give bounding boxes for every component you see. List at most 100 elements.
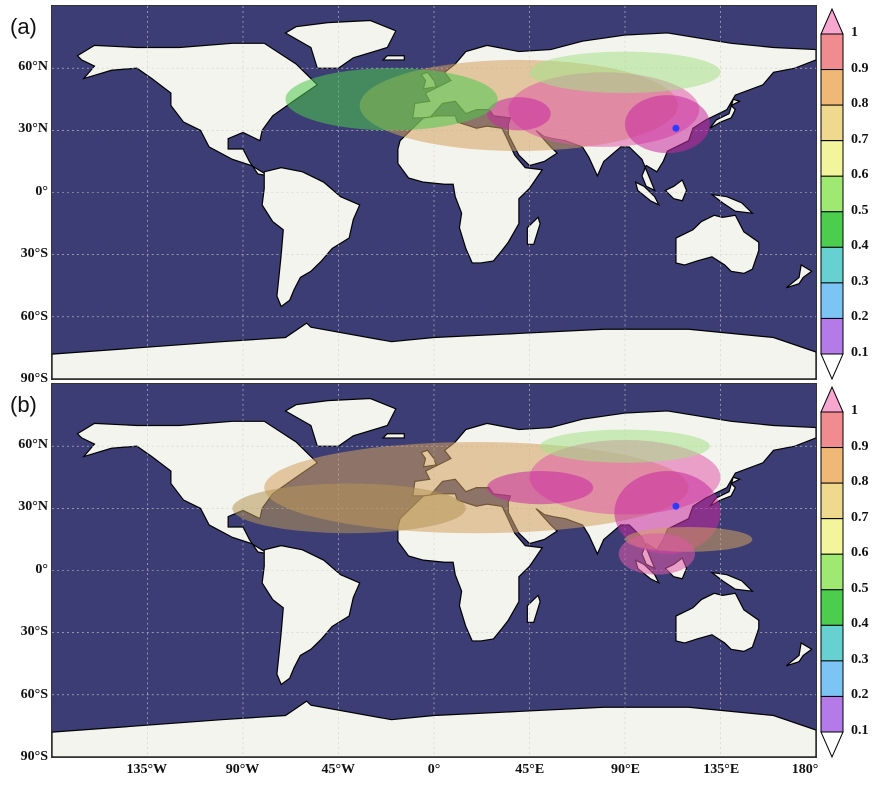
panel-b-label: (b) bbox=[10, 392, 37, 417]
land-australia bbox=[675, 214, 760, 274]
colorbar-label: 0.7 bbox=[851, 509, 869, 525]
land-japan bbox=[709, 98, 742, 129]
probability-region bbox=[487, 97, 551, 131]
lon-label: 135°W bbox=[126, 762, 168, 777]
lat-label: 60°S bbox=[20, 686, 48, 702]
colorbar-band bbox=[820, 104, 844, 142]
lat-label: 90°S bbox=[20, 749, 48, 764]
probability-region bbox=[285, 68, 498, 131]
lat-label: 30°S bbox=[20, 624, 48, 639]
colorbar-band bbox=[820, 695, 844, 733]
colorbar-label: 1 bbox=[851, 403, 858, 418]
colorbar-band bbox=[820, 317, 844, 355]
colorbar-band bbox=[820, 411, 844, 449]
land-australia bbox=[675, 592, 760, 652]
colorbar-label: 0.2 bbox=[851, 687, 869, 703]
land-new-zealand bbox=[785, 642, 813, 667]
colorbar-band bbox=[820, 553, 844, 591]
land-borneo bbox=[664, 179, 688, 202]
land-new-zealand bbox=[785, 264, 813, 289]
land-south-america bbox=[261, 545, 361, 686]
colorbar-label: 0.2 bbox=[851, 309, 869, 325]
land-sumatra bbox=[634, 181, 661, 207]
map-svg bbox=[52, 384, 816, 757]
land-new-guinea bbox=[709, 193, 755, 214]
lat-label: 0° bbox=[35, 183, 48, 199]
colorbar-label: 0.9 bbox=[851, 60, 869, 76]
colorbar-band bbox=[820, 246, 844, 284]
lon-label: 45°W bbox=[321, 762, 356, 777]
lon-label: 180° bbox=[791, 762, 819, 777]
probability-region bbox=[540, 429, 710, 463]
land-north-america bbox=[76, 42, 319, 177]
probability-region bbox=[618, 533, 696, 575]
colorbar-band bbox=[820, 624, 844, 662]
land-iceland bbox=[381, 55, 405, 61]
colorbar-label: 0.7 bbox=[851, 131, 869, 147]
map-panel-b bbox=[51, 383, 817, 758]
colorbar-band bbox=[820, 140, 844, 177]
source-marker bbox=[672, 502, 680, 510]
colorbar-label: 0.1 bbox=[851, 345, 869, 360]
lat-label: 0° bbox=[35, 561, 48, 577]
source-marker bbox=[672, 124, 680, 132]
colorbar-bottom-triangle bbox=[820, 731, 844, 758]
land-greenland bbox=[284, 397, 397, 447]
colorbar-band bbox=[820, 282, 844, 319]
lat-label: 60°N bbox=[18, 436, 48, 452]
lat-label: 30°N bbox=[18, 499, 48, 514]
colorbar-band bbox=[820, 175, 844, 213]
colorbar-band bbox=[820, 211, 844, 248]
probability-region bbox=[232, 483, 466, 534]
colorbar-top-triangle bbox=[820, 386, 844, 413]
colorbar-label: 0.6 bbox=[851, 545, 869, 561]
probability-region bbox=[529, 51, 721, 94]
colorbar-label: 0.9 bbox=[851, 438, 869, 454]
lat-label: 90°S bbox=[20, 371, 48, 386]
colorbar-band bbox=[820, 589, 844, 626]
colorbar-svg bbox=[820, 8, 844, 380]
probability-region bbox=[625, 95, 710, 154]
land-iceland bbox=[381, 433, 405, 439]
probability-region bbox=[487, 471, 594, 505]
lat-label: 60°S bbox=[20, 308, 48, 324]
colorbar-label: 0.6 bbox=[851, 167, 869, 183]
colorbar-band bbox=[820, 33, 844, 71]
lat-label: 30°S bbox=[20, 246, 48, 261]
lat-label: 30°N bbox=[18, 121, 48, 136]
land-north-america bbox=[76, 420, 319, 555]
colorbar-b bbox=[820, 386, 844, 758]
colorbar-label: 0.5 bbox=[851, 580, 869, 596]
colorbar-band bbox=[820, 482, 844, 520]
colorbar-label: 0.4 bbox=[851, 238, 869, 254]
colorbar-svg bbox=[820, 386, 844, 758]
lon-label: 90°W bbox=[225, 762, 260, 777]
lat-label: 60°N bbox=[18, 58, 48, 74]
lon-label: 45°E bbox=[515, 762, 545, 777]
colorbar-label: 0.4 bbox=[851, 616, 869, 632]
colorbar-label: 1 bbox=[851, 25, 858, 40]
lon-label: 0° bbox=[427, 762, 441, 777]
colorbar-band bbox=[820, 69, 844, 106]
map-panel-a bbox=[51, 5, 817, 380]
colorbar-band bbox=[820, 447, 844, 484]
colorbar-label: 0.5 bbox=[851, 202, 869, 218]
land-greenland bbox=[284, 19, 397, 69]
colorbar-bottom-triangle bbox=[820, 353, 844, 380]
panel-a-label: (a) bbox=[10, 14, 37, 39]
colorbar-band bbox=[820, 518, 844, 555]
land-madagascar bbox=[526, 594, 541, 623]
lon-label: 90°E bbox=[611, 762, 640, 777]
land-madagascar bbox=[526, 216, 541, 245]
colorbar-top-triangle bbox=[820, 8, 844, 35]
land-new-guinea bbox=[709, 571, 755, 592]
lon-label: 135°E bbox=[703, 762, 740, 777]
colorbar-label: 0.8 bbox=[851, 474, 869, 490]
land-south-america bbox=[261, 167, 361, 308]
colorbar-band bbox=[820, 660, 844, 697]
colorbar-a bbox=[820, 8, 844, 380]
colorbar-label: 0.1 bbox=[851, 723, 869, 738]
map-svg bbox=[52, 6, 816, 379]
colorbar-label: 0.3 bbox=[851, 273, 869, 289]
colorbar-label: 0.8 bbox=[851, 96, 869, 112]
